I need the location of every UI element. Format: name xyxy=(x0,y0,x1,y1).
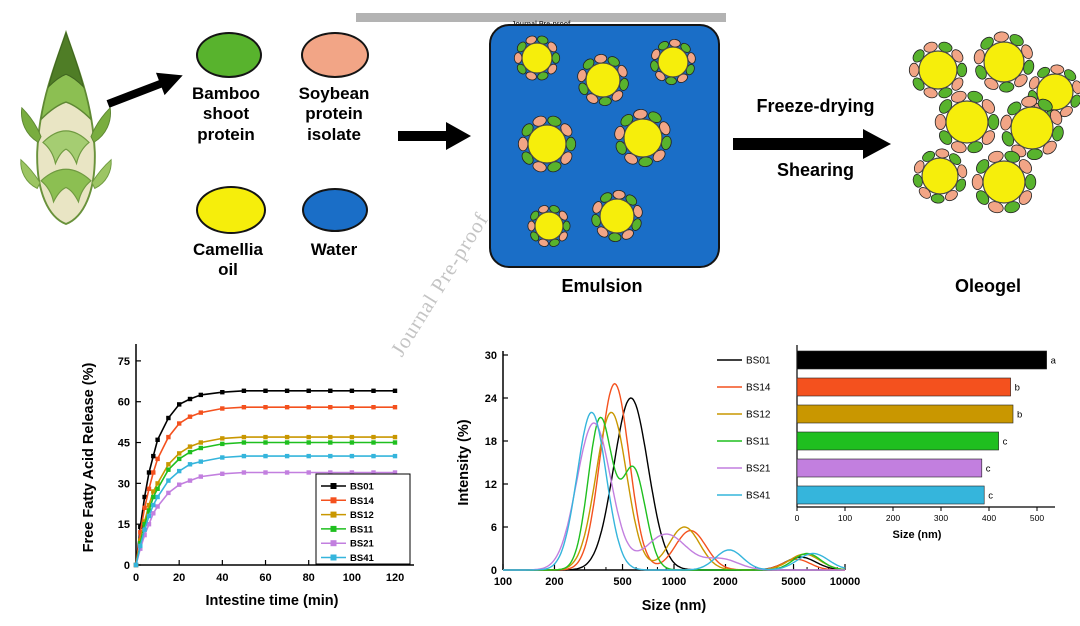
svg-text:100: 100 xyxy=(343,572,361,584)
bamboo-shoot-illustration xyxy=(20,29,112,226)
svg-text:b: b xyxy=(1015,383,1020,394)
camellia-oil-label: Camellia oil xyxy=(193,240,263,280)
svg-text:BS11: BS11 xyxy=(350,524,374,535)
svg-text:400: 400 xyxy=(982,513,996,523)
svg-text:24: 24 xyxy=(485,393,498,405)
svg-text:60: 60 xyxy=(259,572,271,584)
svg-text:6: 6 xyxy=(491,522,497,534)
svg-text:75: 75 xyxy=(118,356,130,368)
svg-text:BS12: BS12 xyxy=(350,510,374,521)
svg-text:20: 20 xyxy=(173,572,185,584)
svg-text:BS41: BS41 xyxy=(350,553,374,564)
svg-text:BS11: BS11 xyxy=(746,437,770,448)
svg-text:Intestine time (min): Intestine time (min) xyxy=(206,593,339,609)
oleogel-label: Oleogel xyxy=(954,276,1021,296)
arrow-right-icon-2 xyxy=(398,122,471,150)
svg-text:Free Fatty Acid Release (%): Free Fatty Acid Release (%) xyxy=(81,363,97,553)
svg-text:15: 15 xyxy=(118,519,130,531)
ffa-release-chart: 0 15 30 45 60 75 0 20 40 60 80 100 120 Intestine time… xyxy=(81,344,414,609)
svg-text:12: 12 xyxy=(485,479,497,491)
svg-text:0: 0 xyxy=(124,560,130,572)
bamboo-protein-ellipse xyxy=(196,32,262,78)
svg-text:80: 80 xyxy=(303,572,315,584)
svg-text:5000: 5000 xyxy=(781,576,805,588)
svg-text:Size (nm): Size (nm) xyxy=(893,529,942,541)
svg-text:200: 200 xyxy=(886,513,900,523)
svg-text:40: 40 xyxy=(216,572,228,584)
arrow-right-icon-1 xyxy=(106,72,183,108)
svg-text:100: 100 xyxy=(494,576,512,588)
svg-text:500: 500 xyxy=(613,576,631,588)
soybean-protein-label: Soybean protein isolate xyxy=(298,84,370,144)
svg-text:0: 0 xyxy=(795,513,800,523)
svg-text:Intensity (%): Intensity (%) xyxy=(456,419,472,505)
svg-text:200: 200 xyxy=(545,576,563,588)
svg-text:30: 30 xyxy=(118,478,130,490)
svg-text:c: c xyxy=(986,464,991,475)
svg-text:1000: 1000 xyxy=(662,576,686,588)
shearing-label: Shearing xyxy=(776,160,855,180)
svg-text:45: 45 xyxy=(118,438,130,450)
arrow-right-icon-3 xyxy=(733,129,891,159)
bamboo-protein-label: Bamboo shoot protein xyxy=(192,84,260,144)
svg-text:c: c xyxy=(988,491,993,502)
svg-text:a: a xyxy=(1051,356,1057,367)
svg-text:BS21: BS21 xyxy=(350,539,374,550)
svg-text:100: 100 xyxy=(838,513,852,523)
svg-text:Size (nm): Size (nm) xyxy=(642,598,707,614)
soybean-protein-ellipse xyxy=(301,32,369,78)
camellia-oil-ellipse xyxy=(196,186,266,234)
journal-preproof-banner: Journal Pre-proof xyxy=(356,13,726,28)
svg-text:BS12: BS12 xyxy=(746,410,771,421)
svg-text:b: b xyxy=(1017,410,1022,421)
svg-text:BS14: BS14 xyxy=(746,383,771,394)
svg-text:BS01: BS01 xyxy=(350,482,374,493)
freeze-drying-label: Freeze-drying xyxy=(756,96,875,116)
oleogel-cluster-illustration xyxy=(908,31,1080,214)
emulsion-droplets xyxy=(513,35,696,247)
svg-text:0: 0 xyxy=(133,572,139,584)
svg-text:10000: 10000 xyxy=(830,576,861,588)
svg-text:120: 120 xyxy=(386,572,404,584)
water-ellipse xyxy=(302,188,368,232)
svg-text:2000: 2000 xyxy=(713,576,737,588)
emulsion-label: Emulsion xyxy=(561,276,643,296)
svg-text:500: 500 xyxy=(1030,513,1044,523)
svg-text:BS01: BS01 xyxy=(746,356,771,367)
svg-text:BS21: BS21 xyxy=(746,464,771,475)
svg-text:0: 0 xyxy=(491,565,497,577)
svg-text:30: 30 xyxy=(485,350,497,362)
svg-text:300: 300 xyxy=(934,513,948,523)
svg-text:c: c xyxy=(1003,437,1008,448)
svg-text:60: 60 xyxy=(118,397,130,409)
svg-text:BS41: BS41 xyxy=(746,491,771,502)
emulsion-box xyxy=(489,24,720,268)
svg-text:BS14: BS14 xyxy=(350,496,374,507)
water-label: Water xyxy=(310,240,358,259)
svg-text:18: 18 xyxy=(485,436,497,448)
